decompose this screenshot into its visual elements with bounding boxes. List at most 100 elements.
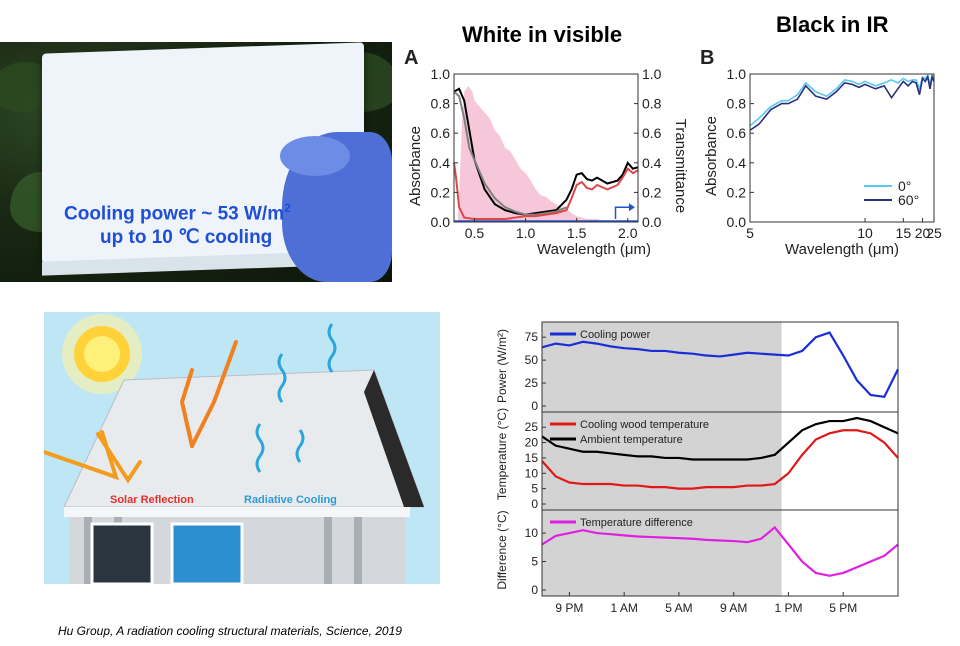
radiative-arrows bbox=[255, 323, 337, 473]
ts-ytick-label: 25 bbox=[525, 376, 539, 390]
night-shade-1 bbox=[542, 412, 782, 510]
radiative-cooling-label: Radiative Cooling bbox=[244, 494, 337, 506]
panel-b-ytick-label: 0.2 bbox=[727, 184, 747, 200]
panel-b-xtick-label: 25 bbox=[926, 225, 942, 241]
ts-ytick-label: 0 bbox=[531, 583, 538, 597]
panel-b-xlabel: Wavelength (μm) bbox=[785, 241, 899, 258]
house-illustration: Solar Reflection Radiative Cooling bbox=[44, 312, 440, 584]
ts-xtick-label: 5 PM bbox=[829, 601, 857, 615]
panel-b-ytick-label: 1.0 bbox=[727, 66, 747, 82]
ts-xtick-label: 9 PM bbox=[555, 601, 583, 615]
panel-b-frame bbox=[749, 73, 935, 223]
difference-ylabel: Difference (°C) bbox=[495, 510, 509, 589]
panel-a-ytick-label: 0.4 bbox=[431, 155, 451, 171]
ts-legend-label: Cooling wood temperature bbox=[580, 419, 709, 431]
ts-xtick-label: 9 AM bbox=[720, 601, 747, 615]
ts-ytick-label: 50 bbox=[525, 353, 539, 367]
legend-label: 60° bbox=[898, 192, 919, 208]
panel-b-series-0 bbox=[749, 73, 935, 127]
ts-ytick-label: 75 bbox=[525, 330, 539, 344]
panel-a-series-1 bbox=[453, 91, 567, 216]
panel-a-xtick-label: 1.0 bbox=[516, 225, 536, 241]
ts-ytick-label: 0 bbox=[531, 399, 538, 413]
ts-ytick-label: 25 bbox=[525, 420, 539, 434]
panel-b-legend: 0°60° bbox=[864, 178, 919, 208]
panel-a-y2tick-label: 0.0 bbox=[642, 214, 662, 230]
ts-series-1-0 bbox=[541, 429, 899, 490]
ts-xtick-label: 1 AM bbox=[610, 601, 637, 615]
photo-caption: Cooling power ~ 53 W/m2 up to 10 ℃ cooli… bbox=[64, 201, 291, 249]
solar-arrows bbox=[44, 340, 238, 484]
ts-legend-label: Ambient temperature bbox=[580, 434, 683, 446]
heading-white-visible: White in visible bbox=[462, 22, 623, 47]
panel-a-chart: A 0.5 1.0 1.5 2.00.00.20.40.60.81.00.00.20.… bbox=[404, 47, 689, 258]
wood-photo bbox=[0, 42, 392, 282]
ts-ytick-label: 5 bbox=[531, 555, 538, 569]
panel-a-ytick-label: 0.0 bbox=[431, 214, 451, 230]
ts-ytick-label: 20 bbox=[525, 436, 539, 450]
ts-series-1-1 bbox=[541, 416, 899, 461]
panel-b-xtick-label: 15 bbox=[896, 225, 912, 241]
panel-a-xtick-label: 2.0 bbox=[618, 225, 638, 241]
panel-b-xtick-label: 10 bbox=[857, 225, 873, 241]
panel-a-series-2 bbox=[453, 162, 639, 221]
panel-a-frame bbox=[453, 73, 639, 223]
panel-a-y2tick-label: 0.2 bbox=[642, 184, 662, 200]
panel-b-ylabel: Absorbance bbox=[703, 116, 720, 196]
power-ylabel: Power (W/m²) bbox=[495, 329, 509, 403]
heading-black-ir: Black in IR bbox=[776, 12, 889, 37]
panel-b-xtick-label: 5 bbox=[746, 225, 754, 241]
window bbox=[170, 522, 244, 584]
ts-legend-label: Cooling power bbox=[580, 329, 651, 341]
ts-ytick-label: 15 bbox=[525, 451, 539, 465]
reference-caption: Hu Group, A radiation cooling structural… bbox=[58, 624, 402, 638]
panel-a-ylabel: Absorbance bbox=[407, 126, 424, 206]
ts-ytick-label: 10 bbox=[525, 526, 539, 540]
panel-a-ytick-label: 1.0 bbox=[431, 66, 451, 82]
transmittance-fill bbox=[458, 85, 628, 222]
panel-b-series-1 bbox=[749, 74, 935, 131]
legend-label: 0° bbox=[898, 178, 911, 194]
panel-a-ylabel-right: Transmittance bbox=[672, 119, 689, 213]
panel-b-ytick-label: 0.4 bbox=[727, 155, 747, 171]
sun-icon bbox=[62, 314, 142, 394]
panel-b-xtick-label: 20 bbox=[915, 225, 931, 241]
arrow-head-icon bbox=[628, 203, 635, 212]
panel-a-y2tick-label: 0.4 bbox=[642, 155, 662, 171]
solar-reflection-label: Solar Reflection bbox=[110, 494, 194, 506]
ts-legend-label: Temperature difference bbox=[580, 517, 693, 529]
ts-frame-2 bbox=[541, 509, 899, 597]
ts-ytick-label: 10 bbox=[525, 466, 539, 480]
temperature-ylabel: Temperature (°C) bbox=[495, 408, 509, 500]
panel-b-letter: B bbox=[700, 47, 714, 69]
panel-b-ytick-label: 0.8 bbox=[727, 96, 747, 112]
ts-xtick-label: 1 PM bbox=[774, 601, 802, 615]
ts-ytick-label: 5 bbox=[531, 482, 538, 496]
panel-a-ytick-label: 0.2 bbox=[431, 184, 451, 200]
ts-series-2-0 bbox=[541, 525, 899, 577]
panel-a-xtick-label: 0.5 bbox=[465, 225, 485, 241]
arrow-icon bbox=[614, 206, 633, 220]
panel-b-plot bbox=[749, 73, 935, 131]
ts-ytick-label: 0 bbox=[531, 497, 538, 511]
ts-series-0-0 bbox=[541, 331, 899, 399]
panel-b-ytick-label: 0.6 bbox=[727, 125, 747, 141]
panel-a-letter: A bbox=[404, 47, 418, 69]
night-shade-0 bbox=[542, 322, 782, 412]
panel-a-xlabel: Wavelength (μm) bbox=[537, 241, 651, 258]
panel-a-plot bbox=[453, 85, 639, 223]
panel-a-ytick-label: 0.8 bbox=[431, 96, 451, 112]
panel-a-axes: 0.5 1.0 1.5 2.00.00.20.40.60.81.00.00.20.40… bbox=[431, 66, 662, 241]
panel-a-ytick-label: 0.6 bbox=[431, 125, 451, 141]
ts-xtick-label: 5 AM bbox=[665, 601, 692, 615]
panel-a-y2tick-label: 0.6 bbox=[642, 125, 662, 141]
panel-a-y2tick-label: 0.8 bbox=[642, 96, 662, 112]
night-shade-2 bbox=[542, 510, 782, 596]
door bbox=[90, 522, 154, 584]
panel-a-y2tick-label: 1.0 bbox=[642, 66, 662, 82]
panel-a-xtick-label: 1.5 bbox=[567, 225, 587, 241]
